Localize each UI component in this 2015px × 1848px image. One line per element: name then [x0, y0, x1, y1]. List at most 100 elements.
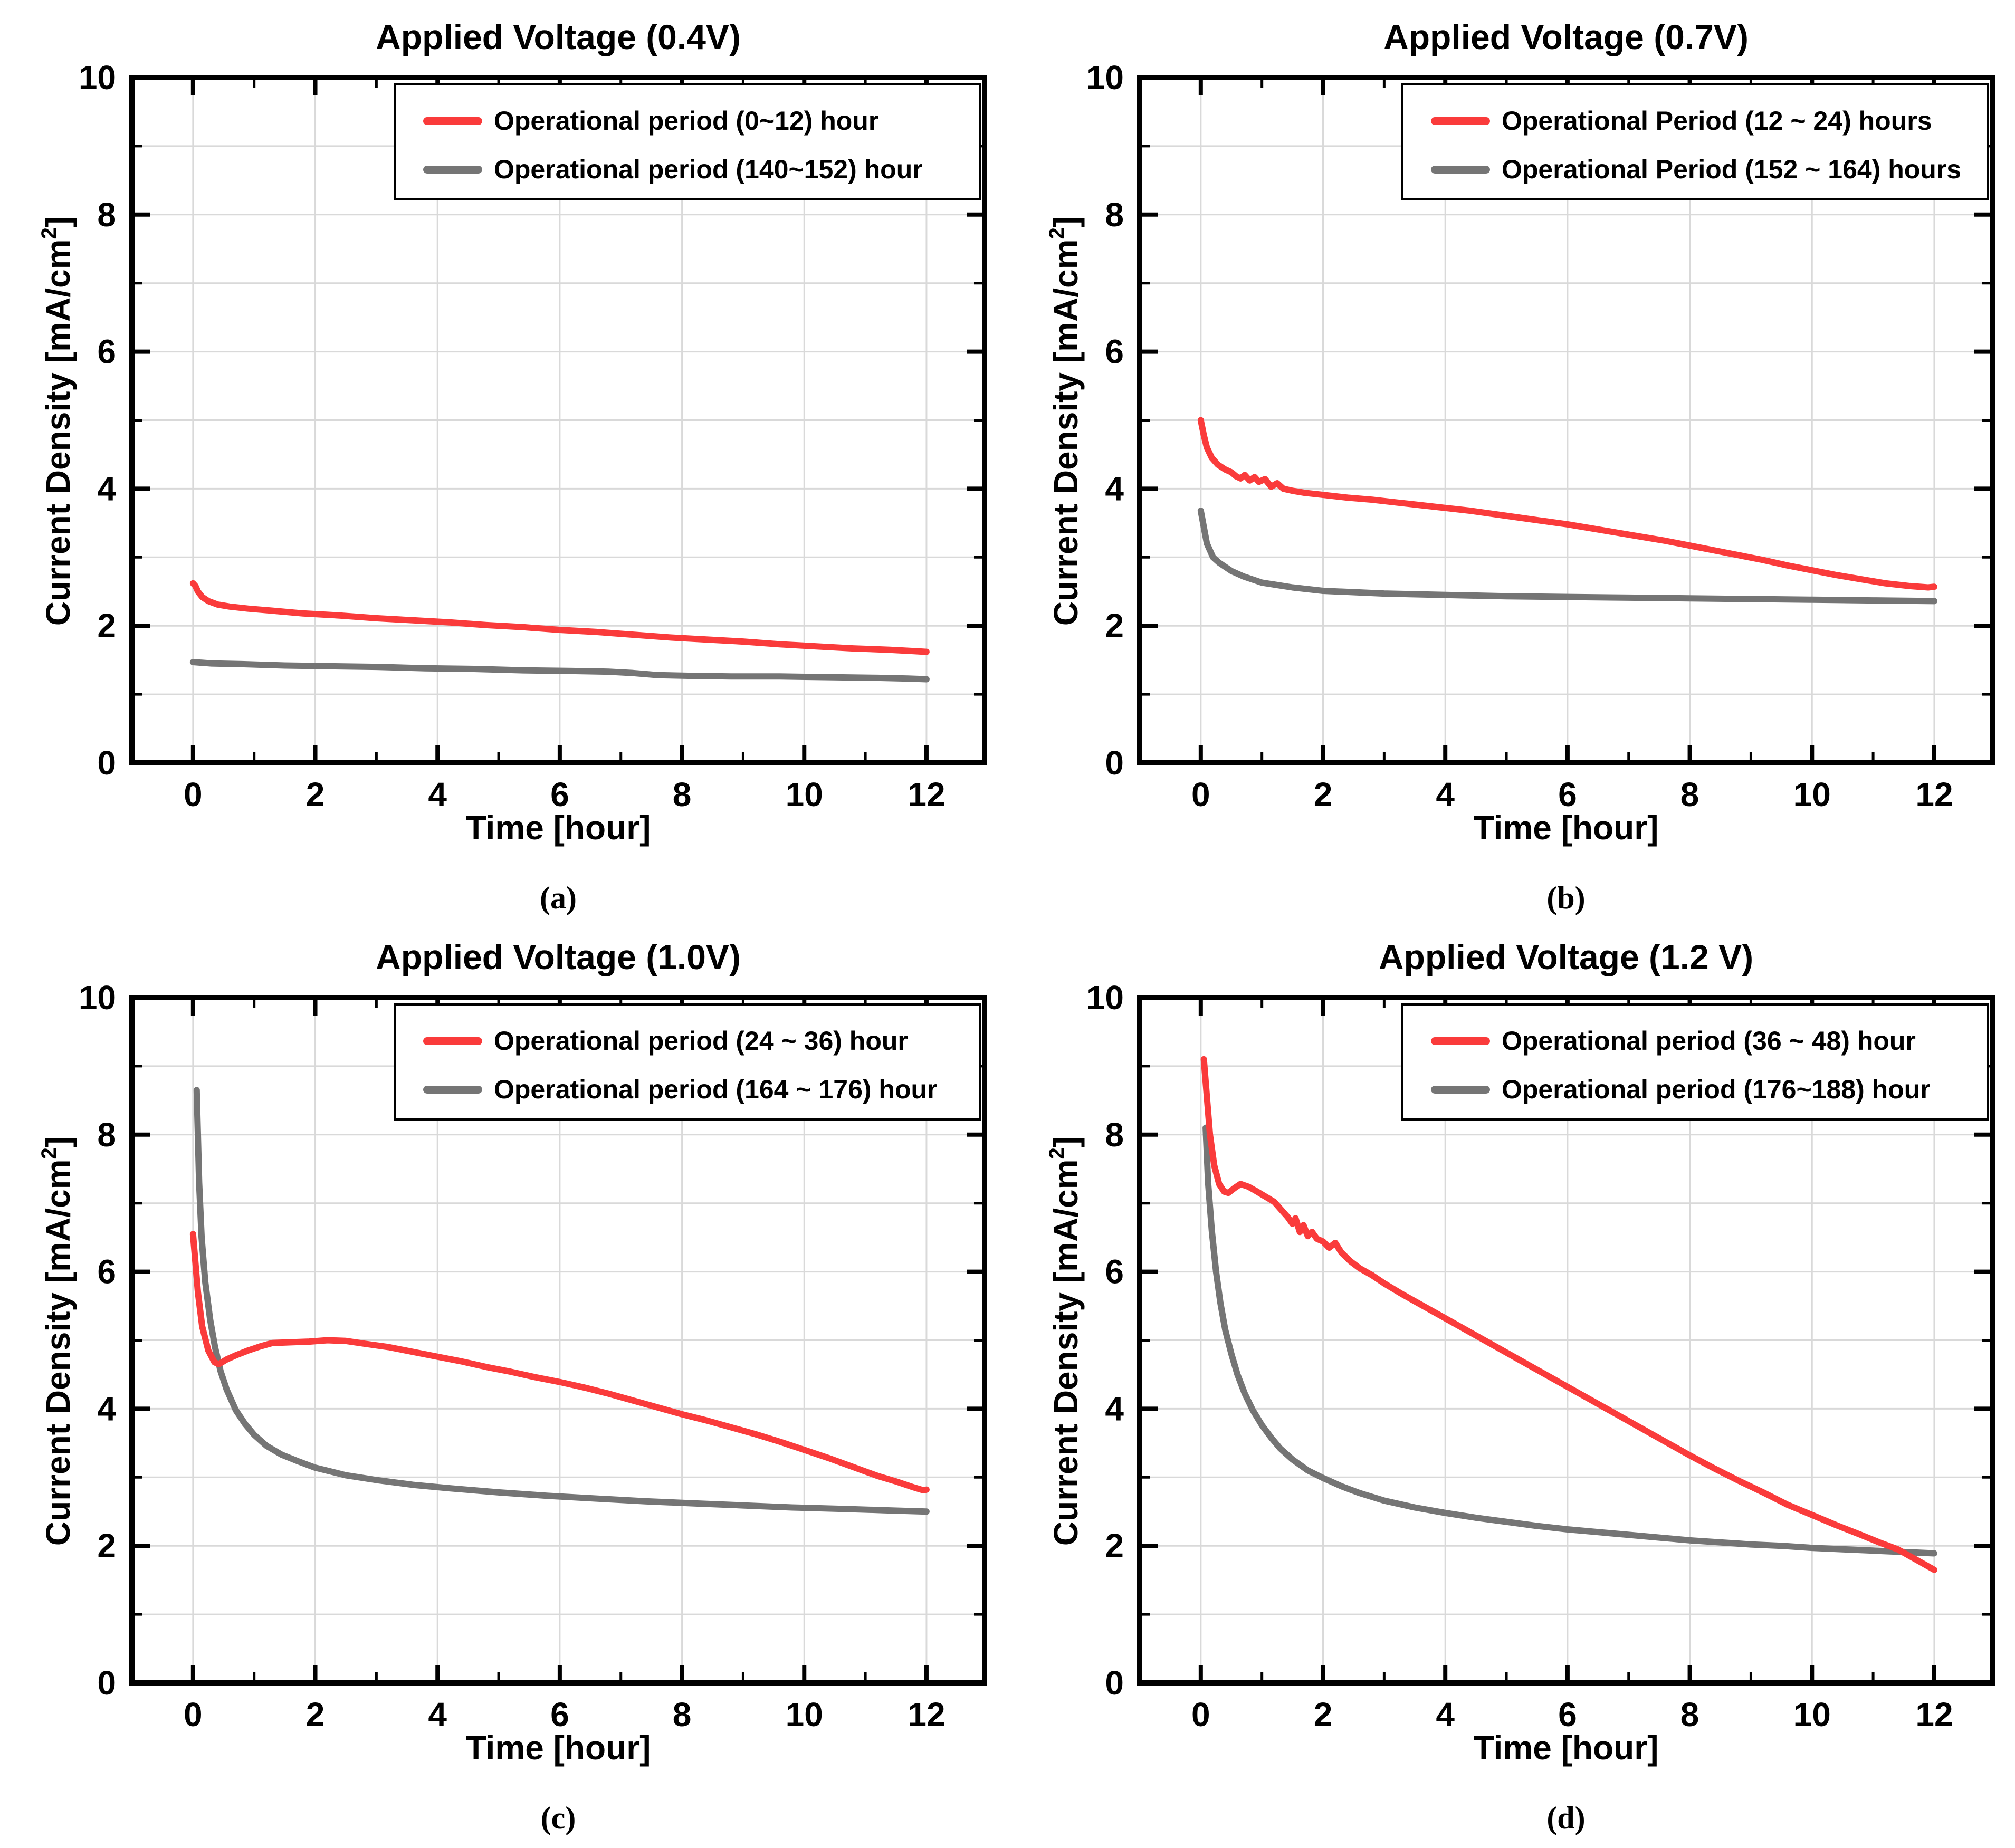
- panel-d: Applied Voltage (1.2 V) Current Density …: [1029, 928, 2015, 1848]
- y-axis-label-close: ]: [1047, 216, 1085, 228]
- svg-text:10: 10: [786, 1696, 823, 1734]
- svg-text:8: 8: [1680, 775, 1699, 813]
- x-axis-label: Time [hour]: [1473, 809, 1659, 847]
- svg-text:10: 10: [786, 775, 823, 813]
- svg-text:8: 8: [673, 1696, 692, 1734]
- gray-line-swatch: [1431, 165, 1490, 174]
- svg-text:6: 6: [1105, 333, 1124, 371]
- y-axis-label-close: ]: [1047, 1136, 1085, 1148]
- red-line-swatch: [423, 1037, 482, 1045]
- y-axis-label-text: Current Density [mA/cm: [39, 1159, 77, 1546]
- svg-text:0: 0: [1105, 1664, 1124, 1702]
- svg-text:12: 12: [908, 1696, 945, 1734]
- svg-text:0: 0: [184, 1696, 203, 1734]
- svg-text:2: 2: [97, 607, 116, 645]
- legend-label: Operational period (164 ~ 176) hour: [494, 1075, 938, 1104]
- legend-label: Operational period (0~12) hour: [494, 106, 879, 136]
- y-axis-label: Current Density [mA/cm2]: [28, 52, 77, 790]
- svg-text:6: 6: [1105, 1253, 1124, 1291]
- svg-text:8: 8: [1105, 196, 1124, 234]
- svg-text:4: 4: [97, 1390, 116, 1428]
- svg-text:6: 6: [550, 1696, 569, 1734]
- red-line-swatch: [1431, 1037, 1490, 1045]
- legend-label: Operational period (36 ~ 48) hour: [1502, 1026, 1916, 1056]
- svg-text:0: 0: [1105, 744, 1124, 782]
- svg-text:6: 6: [1558, 775, 1577, 813]
- y-axis-label-text: Current Density [mA/cm: [1047, 1159, 1085, 1546]
- legend-label: Operational Period (152 ~ 164) hours: [1502, 155, 1962, 184]
- legend-entry: Operational period (164 ~ 176) hour: [396, 1073, 979, 1106]
- legend-entry: Operational period (176~188) hour: [1403, 1073, 1987, 1106]
- legend-box: Operational period (24 ~ 36) hour Operat…: [394, 1003, 981, 1121]
- svg-text:0: 0: [184, 775, 203, 813]
- y-axis-label: Current Density [mA/cm2]: [1036, 972, 1085, 1710]
- legend-entry: Operational period (24 ~ 36) hour: [396, 1024, 979, 1057]
- panel-a: Applied Voltage (0.4V) Current Density […: [21, 8, 1028, 928]
- svg-text:6: 6: [550, 775, 569, 813]
- red-line-swatch: [1431, 117, 1490, 125]
- svg-text:6: 6: [1558, 1696, 1577, 1734]
- legend-box: Operational period (36 ~ 48) hour Operat…: [1401, 1003, 1989, 1121]
- legend-label: Operational Period (12 ~ 24) hours: [1502, 106, 1932, 136]
- legend-label: Operational period (24 ~ 36) hour: [494, 1026, 908, 1056]
- svg-text:0: 0: [1191, 1696, 1210, 1734]
- svg-text:6: 6: [97, 1253, 116, 1291]
- subfigure-caption: (d): [1546, 1801, 1586, 1835]
- svg-text:4: 4: [428, 1696, 447, 1734]
- y-axis-label-text: Current Density [mA/cm: [1047, 239, 1085, 626]
- svg-text:0: 0: [1191, 775, 1210, 813]
- legend-label: Operational period (140~152) hour: [494, 155, 923, 184]
- svg-text:8: 8: [1680, 1696, 1699, 1734]
- y-axis-label-close: ]: [39, 1136, 77, 1148]
- subfigure-caption: (c): [540, 1801, 576, 1835]
- legend-box: Operational Period (12 ~ 24) hours Opera…: [1401, 83, 1989, 200]
- chart-title: Applied Voltage (0.4V): [376, 17, 741, 56]
- panel-b: Applied Voltage (0.7V) Current Density […: [1029, 8, 2015, 928]
- svg-text:10: 10: [1793, 775, 1831, 813]
- svg-text:12: 12: [1915, 1696, 1953, 1734]
- x-axis-label: Time [hour]: [465, 1729, 651, 1767]
- svg-text:12: 12: [1915, 775, 1953, 813]
- y-axis-label-close: ]: [39, 216, 77, 228]
- x-axis-label: Time [hour]: [465, 809, 651, 847]
- legend-entry: Operational period (36 ~ 48) hour: [1403, 1024, 1987, 1057]
- svg-text:2: 2: [306, 1696, 325, 1734]
- svg-text:10: 10: [1086, 979, 1124, 1017]
- svg-text:2: 2: [1314, 775, 1333, 813]
- svg-text:2: 2: [1314, 1696, 1333, 1734]
- subfigure-caption: (b): [1546, 880, 1586, 915]
- legend-entry: Operational period (140~152) hour: [396, 153, 979, 186]
- svg-text:8: 8: [97, 1116, 116, 1154]
- svg-text:2: 2: [97, 1527, 116, 1565]
- panel-c: Applied Voltage (1.0V) Current Density […: [21, 928, 1028, 1848]
- y-axis-label-superscript: 2: [37, 227, 61, 240]
- legend-label: Operational period (176~188) hour: [1502, 1075, 1931, 1104]
- svg-text:8: 8: [97, 196, 116, 234]
- y-axis-label-superscript: 2: [1045, 227, 1068, 240]
- legend-entry: Operational Period (152 ~ 164) hours: [1403, 153, 1987, 186]
- svg-text:4: 4: [428, 775, 447, 813]
- y-axis-label: Current Density [mA/cm2]: [1036, 52, 1085, 790]
- svg-text:0: 0: [97, 1664, 116, 1702]
- chart-title: Applied Voltage (0.7V): [1383, 17, 1749, 56]
- legend-box: Operational period (0~12) hour Operation…: [394, 83, 981, 200]
- chart-title: Applied Voltage (1.0V): [376, 937, 741, 976]
- svg-text:8: 8: [1105, 1116, 1124, 1154]
- svg-text:6: 6: [97, 333, 116, 371]
- legend-entry: Operational period (0~12) hour: [396, 104, 979, 137]
- y-axis-label-superscript: 2: [37, 1147, 61, 1160]
- gray-line-swatch: [423, 165, 482, 174]
- subfigure-caption: (a): [540, 880, 577, 915]
- svg-text:4: 4: [1436, 775, 1455, 813]
- svg-text:4: 4: [1436, 1696, 1455, 1734]
- svg-text:10: 10: [1793, 1696, 1831, 1734]
- y-axis-label: Current Density [mA/cm2]: [28, 972, 77, 1710]
- svg-text:4: 4: [1105, 470, 1124, 508]
- svg-text:10: 10: [1086, 59, 1124, 97]
- red-line-swatch: [423, 117, 482, 125]
- y-axis-label-superscript: 2: [1045, 1147, 1068, 1160]
- svg-text:12: 12: [908, 775, 945, 813]
- svg-text:2: 2: [306, 775, 325, 813]
- y-axis-label-text: Current Density [mA/cm: [39, 239, 77, 626]
